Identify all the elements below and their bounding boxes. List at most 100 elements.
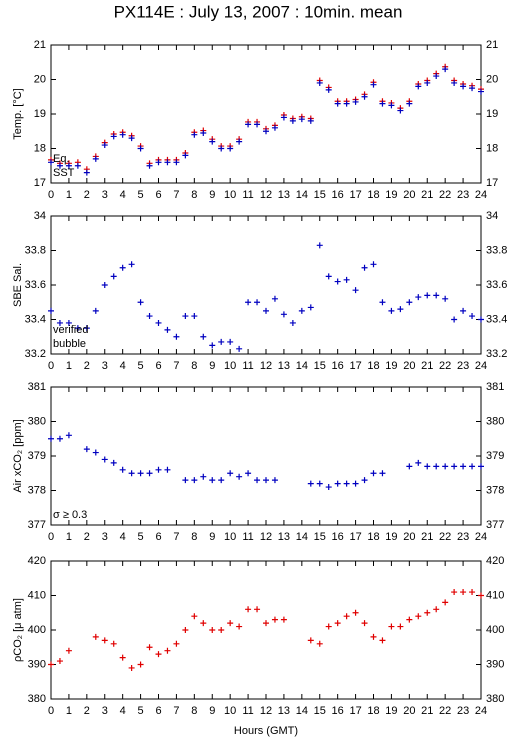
data-point [110, 459, 117, 466]
x-tick-label: 10 [224, 189, 236, 201]
data-point [200, 129, 207, 136]
data-point [361, 477, 368, 484]
x-tick-label: 19 [385, 360, 397, 372]
x-tick-label: 16 [332, 531, 344, 543]
data-point [209, 138, 216, 145]
data-point [406, 299, 413, 306]
data-point [65, 319, 72, 326]
y-tick-label: 34 [486, 210, 498, 222]
x-tick-label: 0 [48, 360, 54, 372]
y-tick-label: 381 [486, 381, 504, 393]
data-point [56, 658, 63, 665]
x-tick-label: 8 [191, 189, 197, 201]
data-point [424, 292, 431, 299]
x-tick-label: 13 [278, 705, 290, 717]
data-point [155, 466, 162, 473]
x-tick-label: 14 [296, 360, 308, 372]
y-tick-label: 33.2 [486, 348, 507, 360]
x-tick-label: 7 [173, 705, 179, 717]
data-point [325, 86, 332, 93]
data-point [110, 640, 117, 647]
data-point [83, 325, 90, 332]
x-tick-label: 24 [475, 705, 487, 717]
x-tick-label: 23 [457, 531, 469, 543]
data-point [218, 338, 225, 345]
data-point [361, 264, 368, 271]
y-axis-label: Air xCO₂ [ppm] [12, 419, 24, 492]
data-point [397, 107, 404, 114]
data-point [227, 145, 234, 152]
x-tick-label: 1 [66, 531, 72, 543]
data-point [65, 432, 72, 439]
data-point [424, 79, 431, 86]
data-point [191, 613, 198, 620]
data-point [119, 654, 126, 661]
x-tick-label: 5 [138, 360, 144, 372]
x-tick-label: 15 [314, 531, 326, 543]
x-tick-label: 13 [278, 531, 290, 543]
y-tick-label: 380 [28, 693, 46, 705]
data-point [325, 273, 332, 280]
data-point [92, 633, 99, 640]
data-point [334, 278, 341, 285]
x-tick-label: 2 [84, 189, 90, 201]
x-tick-label: 17 [349, 189, 361, 201]
data-point [65, 162, 72, 169]
data-point [56, 435, 63, 442]
data-point [254, 477, 261, 484]
data-point [415, 613, 422, 620]
y-axis-label: SBE Sal. [12, 263, 24, 307]
data-point [227, 338, 234, 345]
data-point [263, 307, 269, 314]
data-point [415, 83, 422, 90]
x-tick-label: 18 [367, 531, 379, 543]
x-tick-label: 12 [260, 189, 272, 201]
data-point [442, 463, 449, 470]
x-tick-label: 23 [457, 189, 469, 201]
y-tick-label: 390 [28, 658, 46, 670]
data-point [101, 142, 108, 149]
x-tick-label: 9 [209, 531, 215, 543]
y-tick-label: 420 [28, 555, 46, 567]
data-point [83, 446, 90, 453]
x-tick-label: 21 [421, 189, 433, 201]
data-point [388, 623, 395, 630]
data-point [173, 159, 180, 166]
data-point [263, 128, 269, 135]
data-point [415, 294, 422, 301]
data-point [370, 470, 377, 477]
data-point [388, 102, 395, 109]
data-point [271, 295, 278, 302]
data-point [343, 276, 350, 283]
data-point [110, 133, 117, 140]
x-tick-label: 7 [173, 360, 179, 372]
data-point [370, 81, 377, 88]
data-point [128, 135, 135, 142]
data-point [245, 470, 252, 477]
data-point [119, 264, 126, 271]
x-tick-label: 4 [120, 705, 126, 717]
data-point [146, 313, 153, 320]
x-tick-label: 18 [367, 189, 379, 201]
data-point [469, 463, 476, 470]
x-tick-label: 12 [260, 705, 272, 717]
data-point [334, 100, 341, 107]
data-point [92, 307, 99, 314]
data-point [191, 313, 198, 320]
y-tick-label: 33.6 [486, 279, 507, 291]
data-point [379, 470, 386, 477]
data-point [254, 299, 261, 306]
x-tick-label: 22 [439, 705, 451, 717]
x-tick-label: 4 [120, 531, 126, 543]
x-tick-label: 3 [102, 360, 108, 372]
data-point [200, 333, 207, 340]
x-tick-label: 1 [66, 705, 72, 717]
x-tick-label: 0 [48, 531, 54, 543]
data-point [128, 664, 135, 671]
x-tick-label: 9 [209, 360, 215, 372]
x-tick-label: 2 [84, 360, 90, 372]
x-tick-label: 21 [421, 360, 433, 372]
x-tick-label: 2 [84, 705, 90, 717]
data-point [298, 116, 305, 123]
